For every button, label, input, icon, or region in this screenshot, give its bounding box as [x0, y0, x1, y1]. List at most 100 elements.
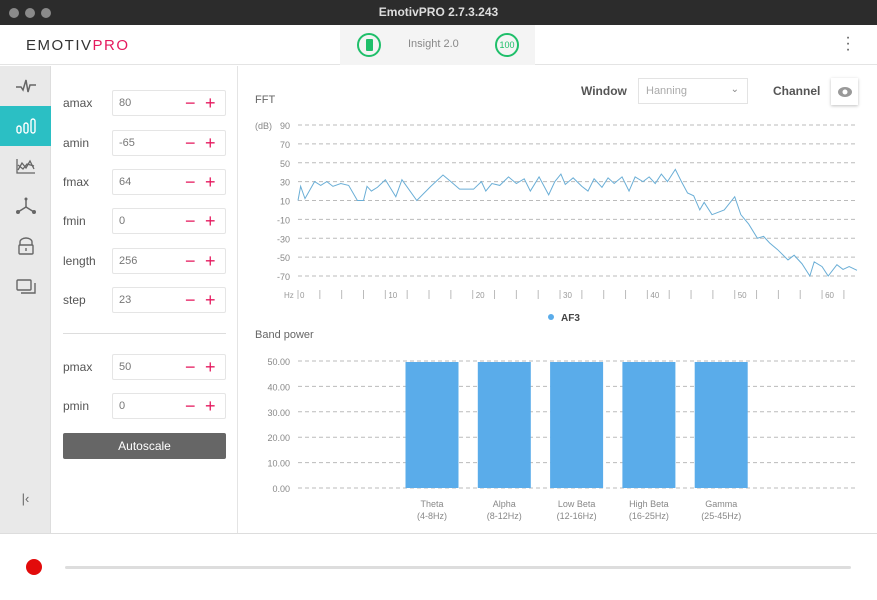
fmin-increment-button[interactable]: + [205, 211, 216, 231]
fft-x-tick-label: 30 [563, 291, 572, 300]
fft-x-tick-label: 10 [388, 291, 397, 300]
fft-y-tick-label: 30 [280, 178, 290, 188]
amax-label: amax [63, 96, 93, 110]
device-status[interactable]: Insight 2.0 100 [340, 25, 535, 65]
amin-label: amin [63, 136, 90, 150]
amax-input[interactable]: 80 [119, 97, 132, 109]
chevron-down-icon: ⌄ [730, 84, 739, 95]
amax-stepper: 80 − + [112, 90, 226, 116]
band-category-range: (12-16Hz) [557, 511, 597, 521]
pmax-input[interactable]: 50 [119, 361, 132, 373]
zoom-window-button[interactable] [41, 8, 51, 18]
device-name: Insight 2.0 [408, 38, 459, 50]
step-stepper: 23 − + [112, 287, 226, 313]
band-y-tick-label: 10.00 [267, 459, 290, 469]
amax-decrement-button[interactable]: − [185, 93, 196, 113]
fmax-decrement-button[interactable]: − [185, 172, 196, 192]
fmin-stepper: 0 − + [112, 208, 226, 234]
pmax-stepper: 50 − + [112, 354, 226, 380]
length-decrement-button[interactable]: − [185, 251, 196, 271]
axes-icon [15, 197, 36, 214]
length-stepper: 256 − + [112, 248, 226, 274]
window-title: EmotivPRO 2.7.3.243 [378, 5, 499, 19]
band-category-label: Gamma [705, 499, 737, 509]
step-decrement-button[interactable]: − [185, 290, 196, 310]
app-header: EMOTIVPRO Insight 2.0 100 · · · [0, 25, 877, 65]
eye-icon[interactable] [831, 78, 858, 105]
pmax-increment-button[interactable]: + [205, 357, 216, 377]
pmin-label: pmin [63, 399, 90, 413]
fft-x-tick-label: 20 [476, 291, 485, 300]
step-label: step [63, 293, 86, 307]
pmax-decrement-button[interactable]: − [185, 357, 196, 377]
fft-y-tick-label: 50 [280, 159, 290, 169]
pmin-input[interactable]: 0 [119, 400, 126, 412]
band-category-range: (4-8Hz) [417, 511, 447, 521]
sidebar-item-markers[interactable] [0, 226, 51, 266]
fft-line-af3 [297, 168, 858, 278]
fmax-label: fmax [63, 175, 90, 189]
window-select-value: Hanning [646, 85, 687, 97]
record-button[interactable] [26, 559, 42, 575]
fft-y-tick-label: -50 [277, 253, 290, 263]
pmin-increment-button[interactable]: + [205, 396, 216, 416]
length-label: length [63, 254, 96, 268]
fmin-decrement-button[interactable]: − [185, 211, 196, 231]
band-bar-alpha [477, 362, 531, 488]
emotiv-logo: EMOTIVPRO [26, 37, 130, 54]
band-category-label: Alpha [493, 499, 516, 509]
fft-x-tick-label: 60 [825, 291, 834, 300]
band-y-tick-label: 40.00 [267, 382, 290, 392]
divider [63, 333, 226, 334]
more-vertical-icon[interactable]: · · · [845, 29, 851, 58]
fft-y-unit-label: (dB) [255, 121, 272, 131]
fft-y-tick-label: 70 [280, 140, 290, 150]
fft-x-unit-label: Hz [284, 291, 294, 300]
main-content: FFT Window Hanning ⌄ Channel Band power 9… [239, 66, 877, 533]
fft-y-tick-label: -70 [277, 272, 290, 282]
fmax-input[interactable]: 64 [119, 176, 132, 188]
band-category-range: (8-12Hz) [487, 511, 522, 521]
minimize-window-button[interactable] [25, 8, 35, 18]
pmin-decrement-button[interactable]: − [185, 396, 196, 416]
sidebar-item-raw-eeg[interactable] [0, 66, 51, 106]
step-increment-button[interactable]: + [205, 290, 216, 310]
band-category-label: Theta [420, 499, 443, 509]
close-window-button[interactable] [9, 8, 19, 18]
sidebar-item-devices[interactable] [0, 266, 51, 306]
sidebar-item-fft[interactable] [0, 106, 51, 146]
fft-x-tick-label: 50 [738, 291, 747, 300]
autoscale-button[interactable]: Autoscale [63, 433, 226, 459]
length-input[interactable]: 256 [119, 255, 138, 267]
window-label: Window [581, 84, 627, 98]
collapse-left-icon[interactable]: |‹ [21, 490, 30, 506]
step-input[interactable]: 23 [119, 294, 132, 306]
fmin-input[interactable]: 0 [119, 215, 126, 227]
title-bar: EmotivPRO 2.7.3.243 [0, 0, 877, 25]
fft-y-tick-label: 10 [280, 197, 290, 207]
amin-decrement-button[interactable]: − [185, 133, 196, 153]
amax-increment-button[interactable]: + [205, 93, 216, 113]
fft-y-tick-label: -30 [277, 234, 290, 244]
band-y-tick-label: 20.00 [267, 433, 290, 443]
amin-stepper: -65 − + [112, 130, 226, 156]
band-bar-low-beta [550, 362, 604, 488]
band-y-tick-label: 0.00 [272, 484, 290, 494]
length-increment-button[interactable]: + [205, 251, 216, 271]
amin-increment-button[interactable]: + [205, 133, 216, 153]
legend-dot-af3 [548, 314, 554, 320]
amin-input[interactable]: -65 [119, 137, 135, 149]
window-select[interactable]: Hanning ⌄ [638, 78, 748, 104]
sidebar-item-motion[interactable] [0, 186, 51, 226]
sidebar-item-performance[interactable] [0, 146, 51, 186]
band-category-label: Low Beta [558, 499, 596, 509]
signal-quality-badge: 100 [495, 33, 519, 57]
band-category-range: (25-45Hz) [701, 511, 741, 521]
fft-x-tick-label: 0 [300, 291, 305, 300]
fft-y-tick-label: 90 [280, 121, 290, 131]
timeline-slider[interactable] [65, 566, 851, 569]
screens-icon [15, 279, 36, 294]
charts-canvas: 90 70 50 30 10 -10 -30 -50 -70 (dB) Hz 0 10 20 30 40 50 6… [255, 121, 858, 521]
fmax-increment-button[interactable]: + [205, 172, 216, 192]
legend-label-af3: AF3 [561, 313, 580, 324]
